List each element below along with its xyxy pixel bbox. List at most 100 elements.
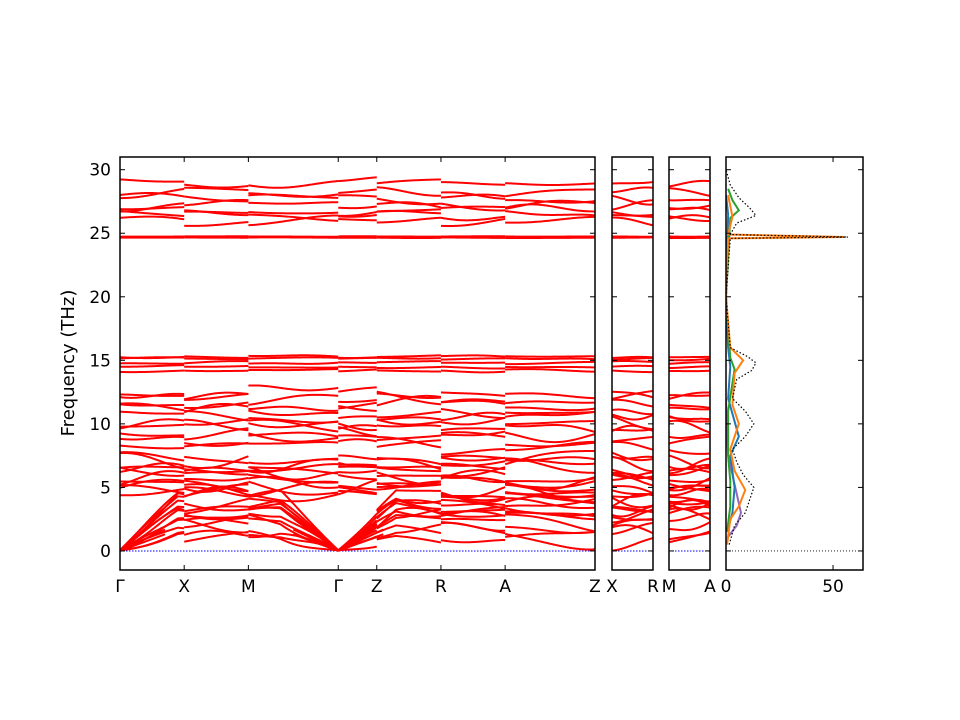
band-line [669,454,710,470]
band-line [184,455,249,470]
band-lines-m-a [669,179,710,552]
band-line [248,393,339,406]
band-line [376,524,442,535]
axes-frame [668,156,711,571]
x-tick-label: Γ [115,577,125,597]
band-line [504,431,595,444]
band-line [248,214,339,227]
band-line [669,187,710,197]
band-line [338,188,377,194]
band-line [440,217,506,228]
band-line [669,495,710,503]
band-line [505,477,595,483]
band-line [612,440,653,451]
x-tick-label: M [662,577,677,597]
band-line [440,391,506,397]
band-line [248,480,339,496]
band-line [120,215,185,221]
band-line [338,356,377,359]
band-line [120,491,185,552]
band-line [505,199,595,204]
band-line [505,480,595,489]
band-line [669,365,710,370]
band-line [612,390,653,399]
band-line [505,400,595,405]
band-line [669,463,710,470]
band-line [248,180,339,189]
band-line [184,183,249,189]
y-tick-label: 15 [89,351,111,371]
band-line [669,487,710,497]
band-line [120,451,185,462]
band-line [338,361,377,364]
band-line [376,497,442,513]
band-line [376,197,442,206]
band-line [248,356,339,360]
band-line [248,530,339,552]
band-line [376,208,441,213]
band-line [669,394,710,397]
band-line [504,507,595,518]
band-line [440,466,506,478]
y-axis-title: Frequency (THz) [58,290,79,437]
band-line [612,413,653,421]
band-line [376,418,442,426]
band-panel-main: 0 5 10 15 20 25 30 Γ X M Γ Z R A Z [89,156,601,597]
band-line [248,213,339,222]
band-line [440,431,506,438]
band-line [338,218,377,222]
band-line [376,498,441,515]
axes-frame [725,156,864,571]
band-line [440,202,506,212]
x-tick-label: A [499,577,511,597]
band-line [505,424,595,433]
band-line [338,426,377,438]
band-line [505,368,595,373]
band-line [612,356,653,361]
band-line [440,357,506,361]
band-line [376,186,441,197]
band-line [440,448,506,456]
band-line [440,469,506,480]
band-line [184,476,249,482]
band-line [338,176,377,183]
band-line [376,480,441,491]
band-line [120,178,185,183]
band-line [376,523,442,540]
dos-panel: 0 50 [721,156,864,597]
band-line [248,405,339,412]
band-line [184,401,249,410]
band-line [184,514,249,522]
band-line [505,420,595,426]
band-line [184,360,249,365]
band-line [338,194,377,198]
band-line [669,415,710,423]
band-line [612,451,653,462]
y-tick-label: 30 [89,161,111,181]
band-line [440,486,506,499]
band-line [612,435,653,443]
band-line [376,365,441,370]
band-line [669,198,710,202]
band-line [120,495,185,551]
band-line [612,181,653,185]
band-line [337,461,377,468]
band-line [669,357,710,362]
band-line [669,403,710,409]
band-line [338,438,377,443]
band-line [669,530,710,544]
band-line [504,188,595,198]
band-line [440,181,506,186]
band-line [248,489,339,552]
x-tick-label: Γ [334,577,344,597]
band-line [612,398,653,408]
band-line [248,517,339,552]
band-line [120,451,185,470]
band-line [248,201,339,205]
band-line [120,369,185,374]
band-line [669,435,710,445]
band-line [612,360,653,363]
band-line [612,492,653,499]
band-line [338,210,377,217]
